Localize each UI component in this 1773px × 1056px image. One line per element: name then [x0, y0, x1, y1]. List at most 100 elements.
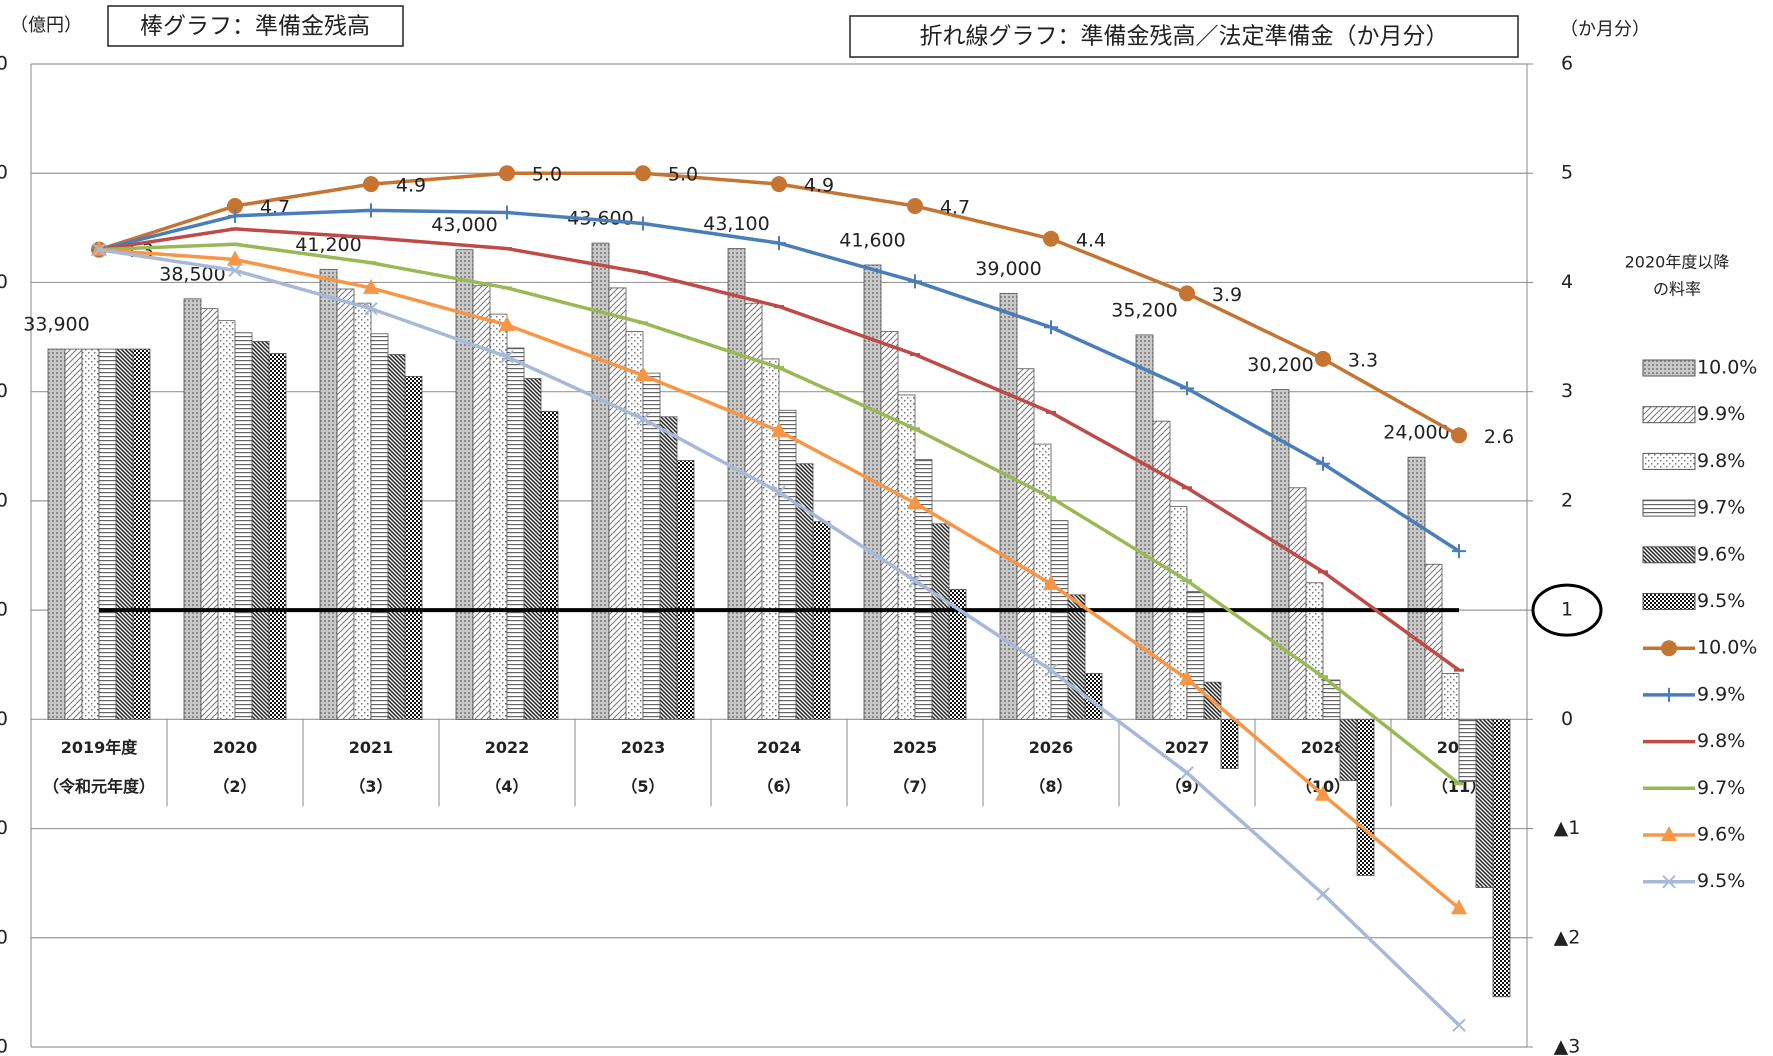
legend-swatch	[1642, 406, 1696, 424]
x-tick-sublabel: （6）	[757, 777, 800, 796]
bar	[98, 348, 117, 720]
legend-swatch	[1642, 546, 1696, 564]
marker	[499, 316, 515, 332]
marker	[1044, 663, 1058, 677]
marker	[228, 263, 242, 278]
y2-axis-label: （か月分）	[1560, 19, 1650, 40]
lines: 4.34.74.9 5.0 5.0 4.94.74.43.93.32.6	[91, 164, 1514, 1032]
bar-value-label: 41,600	[839, 229, 905, 251]
legend-label: 9.7%	[1697, 777, 1745, 799]
legend-label: 9.8%	[1697, 450, 1745, 472]
bar	[540, 410, 559, 720]
marker	[228, 208, 242, 223]
marker	[636, 412, 650, 426]
marker	[636, 216, 650, 231]
bar	[795, 463, 814, 720]
bar	[455, 249, 474, 720]
bar-value-label: 35,200	[1111, 299, 1177, 321]
x-tick-label: 2025	[893, 738, 938, 757]
marker	[499, 165, 515, 182]
bar	[404, 375, 423, 720]
y2-tick-label: 1	[1561, 599, 1573, 621]
marker	[1451, 899, 1467, 915]
bar	[1475, 718, 1494, 888]
line-value-label: 3.9	[1212, 284, 1242, 306]
x-tick-label: 2019年度	[61, 738, 139, 757]
bar	[659, 416, 678, 720]
bar-value-label: 24,000	[1383, 422, 1449, 444]
legend-label: 9.5%	[1697, 590, 1745, 612]
legend-swatch	[1642, 359, 1696, 377]
marker	[1452, 1018, 1466, 1032]
marker	[364, 301, 378, 316]
marker	[1661, 640, 1677, 657]
bar	[676, 460, 695, 720]
marker	[500, 205, 514, 220]
y-tick-label: 40,000	[0, 271, 8, 293]
marker	[1180, 766, 1194, 780]
bar	[47, 348, 66, 720]
marker	[1316, 887, 1330, 901]
x-tick-label: 2028	[1301, 738, 1346, 757]
line-value-label: 4.7	[940, 196, 970, 218]
line-value-label: 5.0	[532, 164, 562, 186]
bar-value-label: 39,000	[975, 258, 1041, 280]
bar	[217, 320, 236, 720]
bar	[1339, 718, 1358, 781]
bar	[1135, 334, 1154, 720]
bar	[234, 332, 253, 720]
bar	[1067, 594, 1086, 720]
marker	[364, 203, 378, 218]
bar-value-label: 30,200	[1247, 354, 1313, 376]
line-title-box	[849, 15, 1519, 58]
legend-swatch	[1642, 499, 1696, 517]
marker	[772, 236, 786, 251]
bar	[948, 588, 967, 720]
marker	[771, 421, 787, 437]
legend-label: 10.0%	[1697, 357, 1757, 379]
legend-swatch	[1642, 593, 1696, 610]
marker	[772, 485, 786, 499]
bar	[625, 331, 644, 720]
bar	[931, 523, 950, 720]
bar	[1169, 505, 1188, 720]
legend-label: 9.9%	[1697, 683, 1745, 705]
line-value-label: 2.6	[1484, 426, 1514, 448]
bar-value-label: 43,000	[431, 214, 497, 236]
x-tick-sublabel: （5）	[621, 777, 664, 796]
legend-label: 9.6%	[1697, 543, 1745, 565]
bar	[183, 298, 202, 720]
x-tick-label: 2021	[349, 738, 394, 757]
marker	[635, 366, 651, 382]
y-tick-label: 60,000	[0, 53, 8, 75]
y2-tick-label: 6	[1561, 53, 1573, 75]
bar	[999, 292, 1018, 720]
marker	[1661, 826, 1677, 841]
bar	[200, 308, 219, 720]
line-value-label: 4.9	[396, 175, 426, 197]
reference-circle	[1531, 583, 1603, 637]
x-tick-sublabel: （4）	[485, 777, 528, 796]
y2-tick-label: ▲1	[1554, 817, 1581, 839]
x-tick-label: 2027	[1165, 738, 1210, 757]
x-tick-label: 2022	[485, 738, 530, 757]
marker	[1044, 320, 1058, 335]
bar	[761, 358, 780, 720]
x-tick-label: 2020	[213, 738, 258, 757]
marker	[907, 197, 923, 214]
x-tick-sublabel: （3）	[349, 777, 392, 796]
marker	[1043, 230, 1059, 247]
line-value-label: 4.9	[804, 175, 834, 197]
bar	[489, 313, 508, 720]
y2-tick-label: ▲3	[1554, 1036, 1581, 1056]
x-tick-label: 2023	[621, 738, 666, 757]
bar	[727, 248, 746, 720]
y-tick-label: 10,000	[0, 599, 8, 621]
bar	[336, 288, 355, 720]
bar	[132, 348, 151, 720]
bar	[115, 348, 134, 720]
y2-tick-label: 0	[1561, 708, 1573, 730]
y2-tick-label: ▲2	[1554, 926, 1581, 948]
x-tick-sublabel: （令和元年度）	[43, 777, 155, 796]
